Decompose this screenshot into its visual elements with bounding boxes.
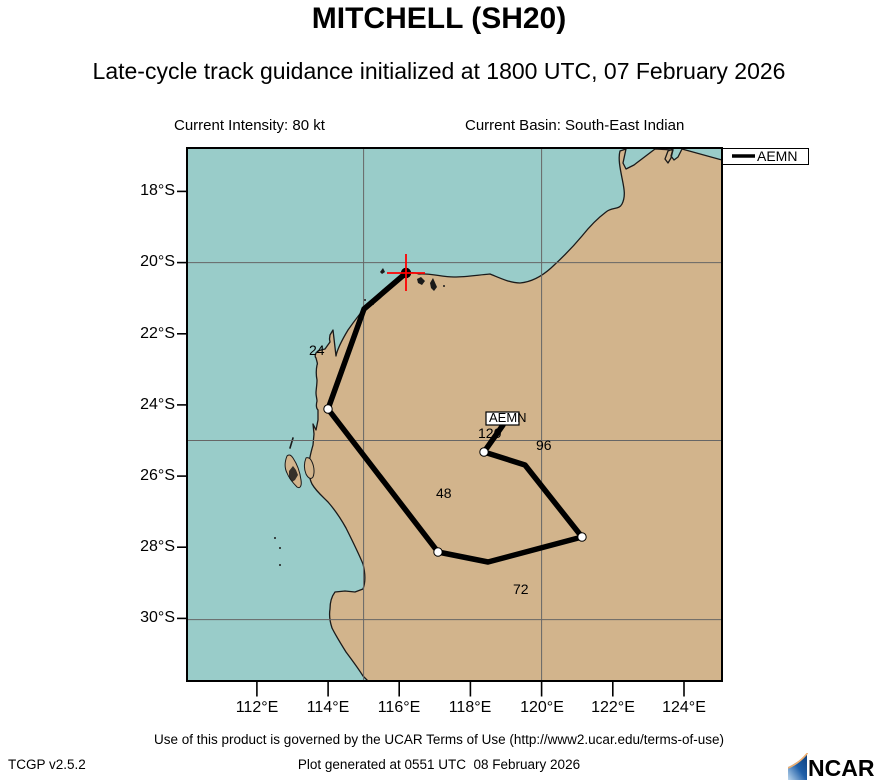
svg-text:NCAR: NCAR	[808, 755, 875, 780]
svg-text:AEMN: AEMN	[489, 410, 527, 425]
svg-text:24: 24	[309, 342, 325, 358]
svg-text:120: 120	[478, 425, 502, 441]
svg-text:AEMN: AEMN	[757, 148, 797, 164]
svg-text:48: 48	[436, 485, 452, 501]
svg-text:96: 96	[536, 437, 552, 453]
svg-text:72: 72	[513, 581, 529, 597]
